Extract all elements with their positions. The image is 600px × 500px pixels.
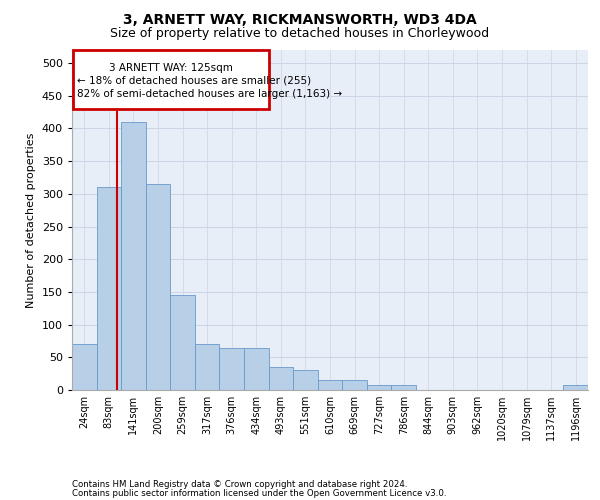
Bar <box>318 380 342 390</box>
Bar <box>220 348 244 390</box>
Text: 82% of semi-detached houses are larger (1,163) →: 82% of semi-detached houses are larger (… <box>77 89 342 99</box>
Bar <box>195 344 220 390</box>
Bar <box>244 348 269 390</box>
Bar <box>563 385 588 390</box>
Text: Contains HM Land Registry data © Crown copyright and database right 2024.: Contains HM Land Registry data © Crown c… <box>72 480 407 489</box>
Text: ← 18% of detached houses are smaller (255): ← 18% of detached houses are smaller (25… <box>77 76 311 86</box>
Text: Size of property relative to detached houses in Chorleywood: Size of property relative to detached ho… <box>110 28 490 40</box>
Bar <box>146 184 170 390</box>
Bar <box>391 385 416 390</box>
Bar <box>293 370 318 390</box>
Bar <box>97 188 121 390</box>
Bar <box>72 344 97 390</box>
Y-axis label: Number of detached properties: Number of detached properties <box>26 132 36 308</box>
Text: Contains public sector information licensed under the Open Government Licence v3: Contains public sector information licen… <box>72 488 446 498</box>
Bar <box>170 295 195 390</box>
Bar <box>121 122 146 390</box>
Text: 3 ARNETT WAY: 125sqm: 3 ARNETT WAY: 125sqm <box>109 62 233 72</box>
Text: 3, ARNETT WAY, RICKMANSWORTH, WD3 4DA: 3, ARNETT WAY, RICKMANSWORTH, WD3 4DA <box>123 12 477 26</box>
Bar <box>342 380 367 390</box>
Bar <box>269 367 293 390</box>
Bar <box>367 385 391 390</box>
FancyBboxPatch shape <box>73 50 269 109</box>
